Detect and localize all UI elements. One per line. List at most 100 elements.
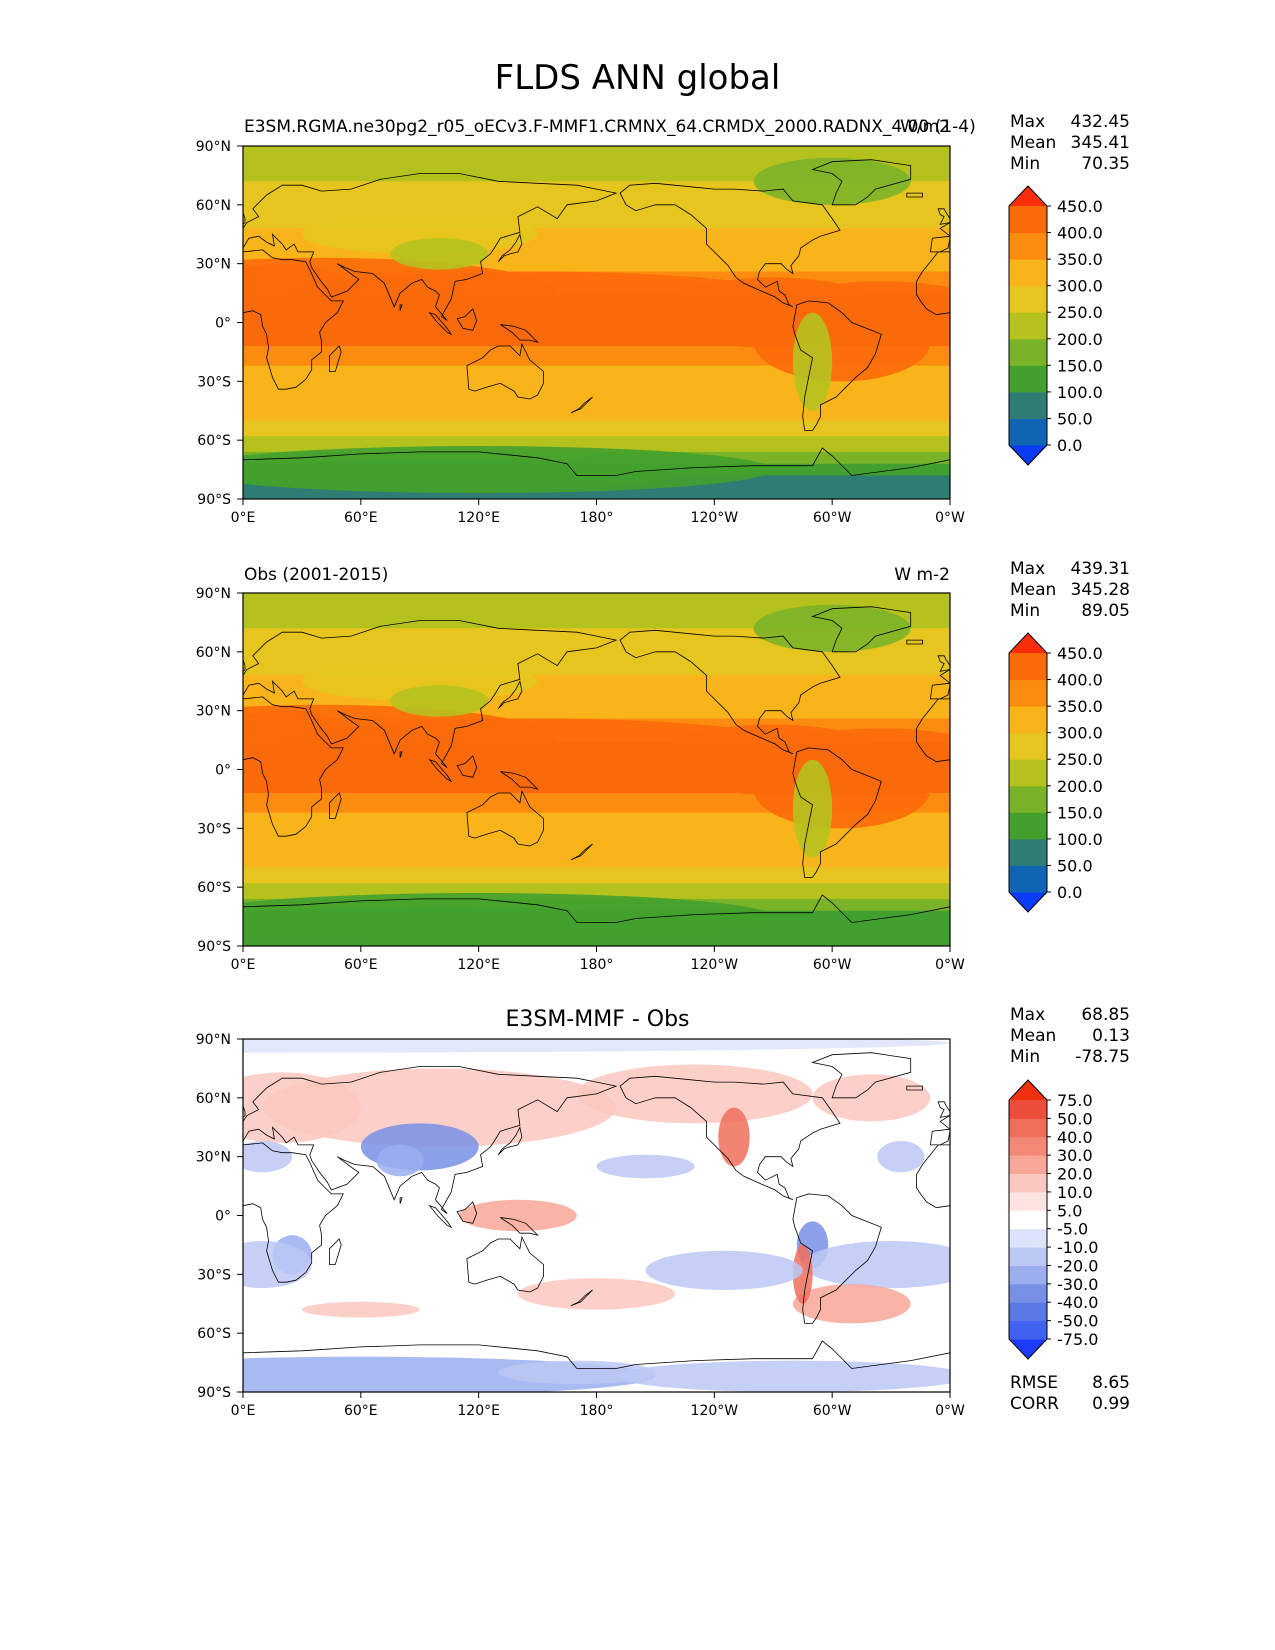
panel1-title-left: E3SM.RGMA.ne30pg2_r05_oECv3.F-MMF1.CRMNX… [244, 117, 976, 137]
colorbar-segment [1009, 1320, 1047, 1340]
colorbar-extend-max [1009, 1080, 1047, 1100]
panel3-mean-stat: Mean 0.13 [1010, 1026, 1130, 1048]
coastline [243, 249, 344, 390]
coastline [399, 1197, 403, 1204]
coastline [329, 1238, 342, 1265]
colorbar-segment [1009, 312, 1047, 340]
coastline [811, 606, 912, 653]
stat-value: 70.35 [1081, 154, 1130, 174]
colorbar-segment [1009, 1118, 1047, 1138]
x-tick-label: 60°W [813, 957, 852, 973]
x-tick-label: 0°W [935, 957, 965, 973]
colorbar-tick-label: 50.0 [1057, 409, 1093, 428]
colorbar-tick-label: 400.0 [1057, 224, 1103, 243]
coastline [619, 182, 841, 308]
y-tick-label: 60°S [197, 1326, 231, 1342]
stat-label: Mean [1010, 580, 1057, 600]
map-panel-reference: 0.0 50.0 100.0 150.0 200.0 250.0 300.0 350.0 400… [196, 586, 1103, 973]
stat-value: 345.41 [1070, 133, 1130, 153]
colorbar-tick-label: -50.0 [1057, 1312, 1098, 1331]
colorbar-segment [1009, 1155, 1047, 1175]
y-tick-label: 90°S [197, 939, 231, 955]
colorbar-tick-label: 200.0 [1057, 330, 1103, 349]
field-blob [301, 1301, 420, 1318]
colorbar-tick-label: 150.0 [1057, 356, 1103, 375]
coastline [500, 324, 539, 343]
coastline [243, 208, 246, 225]
stat-label: Mean [1010, 1026, 1057, 1046]
field-blob [262, 1068, 617, 1147]
field-blob [243, 263, 361, 335]
x-tick-label: 0°E [231, 510, 256, 526]
x-tick-label: 120°E [457, 1403, 500, 1419]
coastline [243, 620, 618, 768]
x-tick-label: 120°W [691, 957, 739, 973]
colorbar-segment [1009, 1173, 1047, 1193]
y-tick-label: 0° [215, 316, 231, 332]
field-blob [877, 1140, 925, 1173]
coastline [792, 747, 882, 878]
x-tick-label: 60°W [813, 1403, 852, 1419]
y-tick-label: 60°S [197, 433, 231, 449]
y-tick-label: 60°N [196, 1091, 231, 1107]
colorbar-tick-label: 5.0 [1057, 1201, 1082, 1220]
x-tick-label: 180° [580, 957, 614, 973]
colorbar-tick-label: -40.0 [1057, 1293, 1098, 1312]
y-tick-label: 90°S [197, 1385, 231, 1401]
coastline [243, 447, 950, 499]
field-blob [753, 157, 911, 205]
coastline [243, 655, 246, 672]
colorbar-segment [1009, 1191, 1047, 1211]
colorbar-tick-label: 40.0 [1057, 1128, 1093, 1147]
field-blob [645, 1250, 803, 1291]
colorbar-tick-label: 300.0 [1057, 724, 1103, 743]
colorbar-tick-label: 350.0 [1057, 250, 1103, 269]
field-blob [459, 1199, 577, 1232]
field-blob [301, 661, 538, 701]
field-blob [812, 1074, 931, 1122]
field-band [243, 867, 950, 884]
colorbar-tick-label: 30.0 [1057, 1146, 1093, 1165]
colorbar-tick-label: 0.0 [1057, 883, 1082, 902]
colorbar-tick-label: -75.0 [1057, 1330, 1098, 1349]
colorbar-tick-label: 0.0 [1057, 436, 1082, 455]
coastline [466, 1235, 544, 1293]
coastline [619, 629, 841, 755]
stat-value: 432.45 [1070, 112, 1130, 132]
stat-label: CORR [1010, 1394, 1059, 1414]
x-tick-label: 120°E [457, 957, 500, 973]
stat-label: RMSE [1010, 1373, 1059, 1393]
colorbar-tick-label: -5.0 [1057, 1220, 1088, 1239]
colorbar-segment [1009, 706, 1047, 734]
field-blob [243, 710, 361, 782]
colorbar-extend-min [1009, 445, 1047, 465]
field-layer [243, 593, 950, 946]
stat-value: 0.99 [1092, 1394, 1130, 1414]
panel2-title-left: Obs (2001-2015) [244, 565, 389, 585]
coastline [619, 1075, 841, 1201]
coastline [906, 1085, 923, 1091]
colorbar-tick-label: 450.0 [1057, 644, 1103, 663]
colorbar-tick-label: -20.0 [1057, 1256, 1098, 1275]
field-blob [376, 1144, 424, 1177]
coastline [428, 758, 453, 783]
field-blob [802, 1241, 950, 1289]
colorbar-segment [1009, 838, 1047, 866]
y-tick-label: 90°S [197, 492, 231, 508]
panel2-min-stat: Min 89.05 [1010, 601, 1130, 623]
coastline [329, 792, 342, 819]
x-tick-label: 0°E [231, 957, 256, 973]
coastline [329, 345, 342, 372]
field-blob [390, 685, 489, 717]
coastline [937, 208, 950, 225]
stat-value: 8.65 [1092, 1373, 1130, 1393]
field-blob [576, 1064, 813, 1124]
colorbar-tick-label: 250.0 [1057, 303, 1103, 322]
field-band [243, 420, 950, 437]
colorbar-tick-label: 10.0 [1057, 1183, 1093, 1202]
panel1-min-stat: Min 70.35 [1010, 154, 1130, 176]
stat-label: Max [1010, 559, 1046, 579]
colorbar-tick-label: 300.0 [1057, 277, 1103, 296]
x-tick-label: 120°W [691, 510, 739, 526]
colorbar-segment [1009, 285, 1047, 313]
